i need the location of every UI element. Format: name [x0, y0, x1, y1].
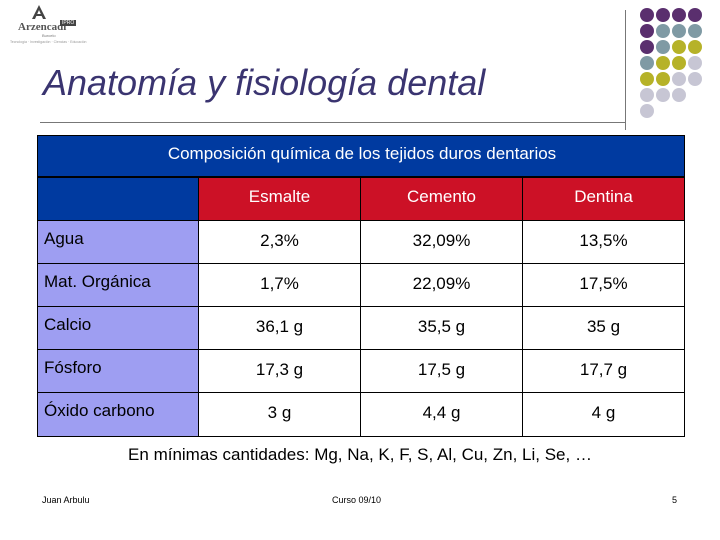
footer-course: Curso 09/10 [332, 495, 382, 505]
row-label: Óxido carbono [37, 392, 199, 437]
logo: Arzencadi IPRO Burcelo Tecnología · Inve… [5, 3, 87, 45]
row-label: Mat. Orgánica [37, 263, 199, 307]
decorative-dot [656, 40, 670, 54]
row-label: Agua [37, 220, 199, 264]
decorative-dot [688, 8, 702, 22]
decorative-dot [656, 24, 670, 38]
column-header-esmalte: Esmalte [198, 177, 361, 221]
table-cell: 17,7 g [522, 349, 685, 393]
table-cell: 2,3% [198, 220, 361, 264]
decorative-dot [640, 56, 654, 70]
decorative-dot [672, 56, 686, 70]
table-corner-cell [37, 177, 199, 221]
table-cell: 4 g [522, 392, 685, 437]
decorative-dot [672, 88, 686, 102]
table-cell: 13,5% [522, 220, 685, 264]
logo-sub: Burcelo [42, 33, 56, 38]
decorative-dot [640, 8, 654, 22]
decorative-dot [672, 8, 686, 22]
decorative-dot [640, 24, 654, 38]
table-cell: 36,1 g [198, 306, 361, 350]
table-cell: 17,5 g [360, 349, 523, 393]
table-cell: 3 g [198, 392, 361, 437]
table-cell: 35 g [522, 306, 685, 350]
column-header-dentina: Dentina [522, 177, 685, 221]
composition-table: Esmalte Cemento Dentina Agua 2,3% 32,09%… [37, 177, 685, 437]
decorative-dots [640, 8, 720, 120]
decorative-dot [640, 40, 654, 54]
table-caption-band: Composición química de los tejidos duros… [37, 135, 685, 177]
table-cell: 22,09% [360, 263, 523, 307]
row-label: Calcio [37, 306, 199, 350]
decorative-dot [672, 24, 686, 38]
row-label: Fósforo [37, 349, 199, 393]
decorative-dot [640, 104, 654, 118]
table-cell: 17,3 g [198, 349, 361, 393]
table-caption: Composición química de los tejidos duros… [167, 144, 557, 163]
decorative-dot [656, 72, 670, 86]
trace-elements-note: En mínimas cantidades: Mg, Na, K, F, S, … [128, 445, 592, 464]
table-cell: 17,5% [522, 263, 685, 307]
decorative-dot [640, 88, 654, 102]
footer-author: Juan Arbulu [42, 495, 90, 505]
logo-glyph-icon [32, 5, 46, 19]
footer-page-number: 5 [672, 495, 678, 505]
title-horizontal-rule [40, 122, 625, 123]
decorative-dot [688, 56, 702, 70]
decorative-dot [672, 40, 686, 54]
column-header-cemento: Cemento [360, 177, 523, 221]
title-vertical-rule [625, 10, 626, 130]
decorative-dot [656, 88, 670, 102]
decorative-dot [656, 56, 670, 70]
decorative-dot [656, 8, 670, 22]
table-cell: 1,7% [198, 263, 361, 307]
logo-badge: IPRO [60, 20, 77, 26]
table-cell: 4,4 g [360, 392, 523, 437]
decorative-dot [640, 72, 654, 86]
decorative-dot [688, 24, 702, 38]
decorative-dot [688, 72, 702, 86]
table-cell: 32,09% [360, 220, 523, 264]
slide-title: Anatomía y fisiología dental [43, 62, 486, 103]
table-cell: 35,5 g [360, 306, 523, 350]
decorative-dot [688, 40, 702, 54]
decorative-dot [672, 72, 686, 86]
logo-brand: Arzencadi [18, 21, 67, 33]
logo-tagline: Tecnología · Investigación · Ciencias · … [10, 40, 87, 44]
